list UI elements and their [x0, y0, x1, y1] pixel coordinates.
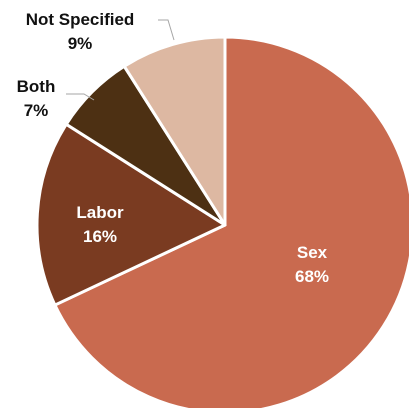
slice-label-both: Both: [17, 77, 56, 96]
slice-label-not-specified: Not Specified: [26, 10, 135, 29]
leader-lines: [66, 19, 175, 101]
pie-slice-sex: [53, 35, 409, 408]
slice-percent-labor: 16%: [83, 227, 117, 246]
leader-line: [66, 93, 95, 101]
pie-slice-labor: [35, 122, 227, 307]
leader-line: [158, 19, 175, 41]
slice-percent-sex: 68%: [295, 267, 329, 286]
slice-percent-not-specified: 9%: [68, 34, 93, 53]
pie-slices: [35, 35, 409, 408]
slice-percent-both: 7%: [24, 101, 49, 120]
pie-slice-not-specified: [122, 35, 227, 227]
slice-label-sex: Sex: [297, 243, 328, 262]
slice-label-labor: Labor: [76, 203, 124, 222]
slice-labels: Sex 68% Labor 16% Both 7% Not Specified 9%: [17, 10, 329, 286]
